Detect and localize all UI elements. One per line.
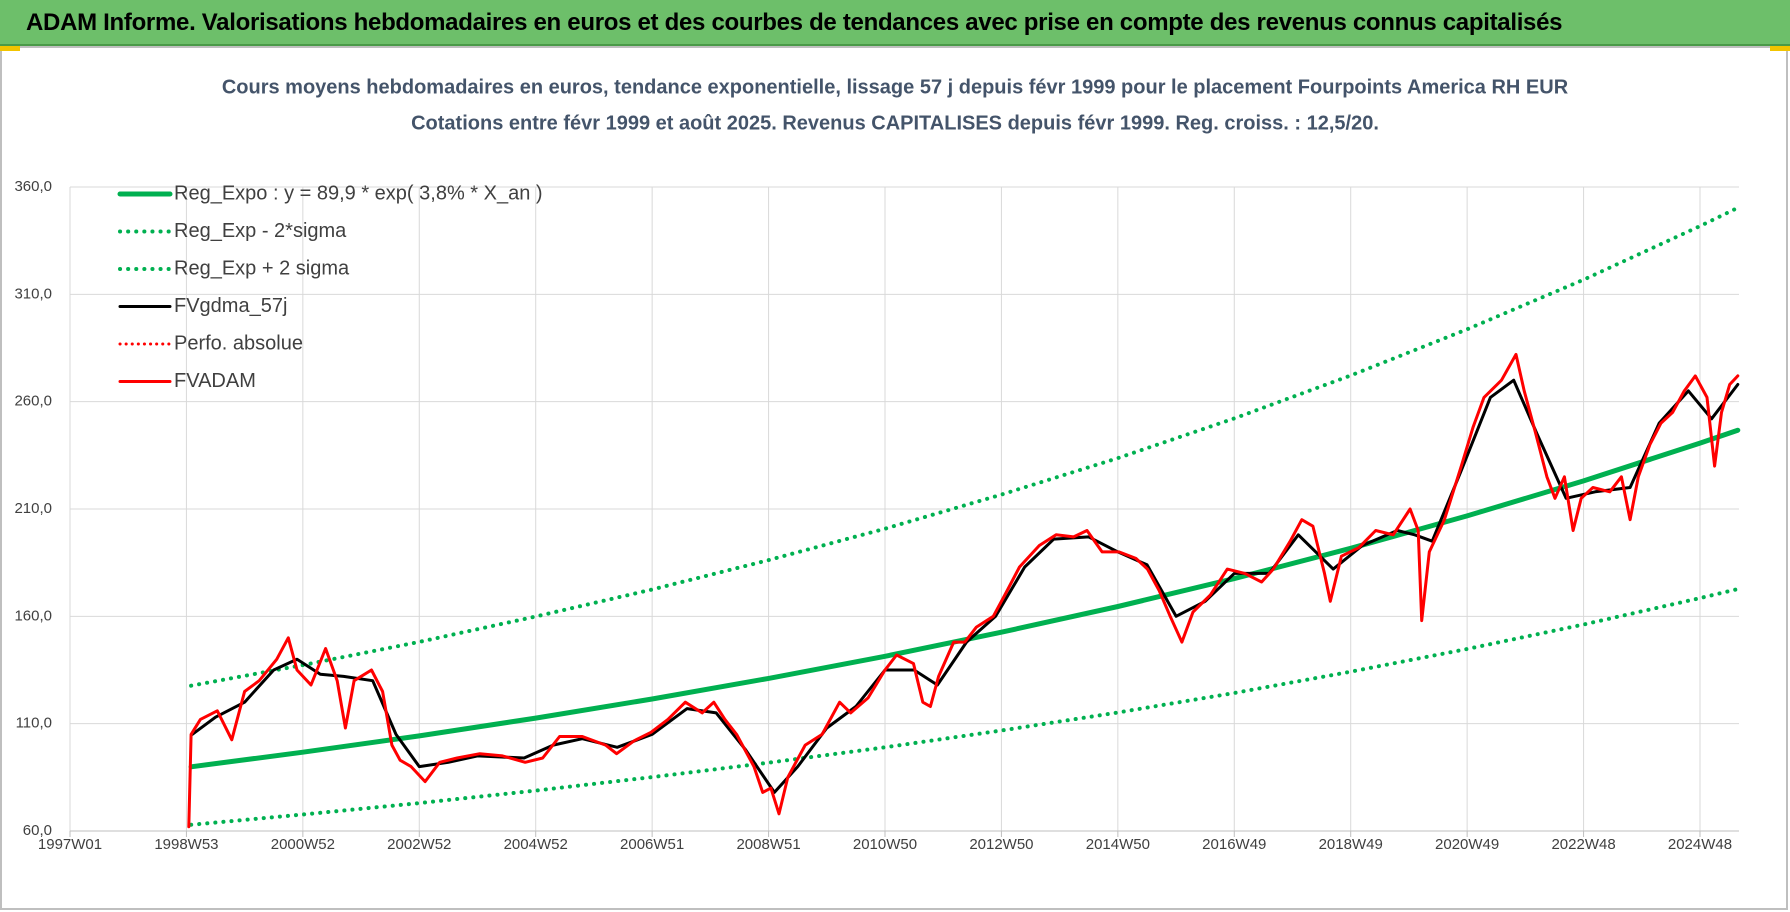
series-line (189, 587, 1740, 827)
y-tick-label: 210,0 (14, 500, 52, 517)
corner-mark (0, 46, 20, 51)
x-tick-label: 1997W01 (38, 836, 102, 853)
x-tick-label: 2006W51 (620, 836, 684, 853)
chart-frame (0, 46, 1788, 910)
series-line (189, 205, 1740, 688)
legend-label: FVgdma_57j (174, 295, 287, 317)
x-tick-label: 2000W52 (271, 836, 335, 853)
x-tick-label: 2018W49 (1319, 836, 1383, 853)
x-tick-label: 2010W50 (853, 836, 917, 853)
y-tick-label: 310,0 (14, 285, 52, 302)
x-tick-label: 2020W49 (1435, 836, 1499, 853)
y-tick-label: 160,0 (14, 607, 52, 624)
x-tick-label: 2012W50 (969, 836, 1033, 853)
x-tick-label: 2014W50 (1086, 836, 1150, 853)
chart: Cours moyens hebdomadaires en euros, ten… (0, 46, 1790, 910)
series-line (187, 352, 1740, 829)
header: ADAM Informe. Valorisations hebdomadaire… (0, 0, 1790, 46)
header-title: ADAM Informe. Valorisations hebdomadaire… (26, 9, 1563, 36)
series-line (188, 427, 1741, 770)
y-tick-label: 110,0 (16, 715, 52, 732)
legend-label: FVADAM (174, 370, 256, 392)
y-tick-label: 360,0 (14, 178, 52, 195)
chart-title: Cours moyens hebdomadaires en euros, ten… (222, 76, 1569, 98)
y-tick-label: 260,0 (14, 393, 52, 410)
x-tick-label: 2016W49 (1202, 836, 1266, 853)
x-tick-label: 2024W48 (1668, 836, 1732, 853)
x-tick-label: 2002W52 (387, 836, 451, 853)
x-tick-label: 1998W53 (154, 836, 218, 853)
legend-label: Reg_Expo : y = 89,9 * exp( 3,8% * X_an ) (174, 182, 543, 204)
chart-subtitle: Cotations entre févr 1999 et août 2025. … (411, 112, 1379, 134)
x-tick-label: 2022W48 (1551, 836, 1615, 853)
corner-mark (1770, 46, 1790, 51)
x-tick-label: 2004W52 (504, 836, 568, 853)
x-tick-label: 2008W51 (736, 836, 800, 853)
legend-label: Perfo. absolue (174, 332, 303, 354)
legend-label: Reg_Exp - 2*sigma (174, 220, 347, 242)
legend-label: Reg_Exp + 2 sigma (174, 257, 350, 279)
y-tick-label: 60,0 (23, 822, 52, 839)
